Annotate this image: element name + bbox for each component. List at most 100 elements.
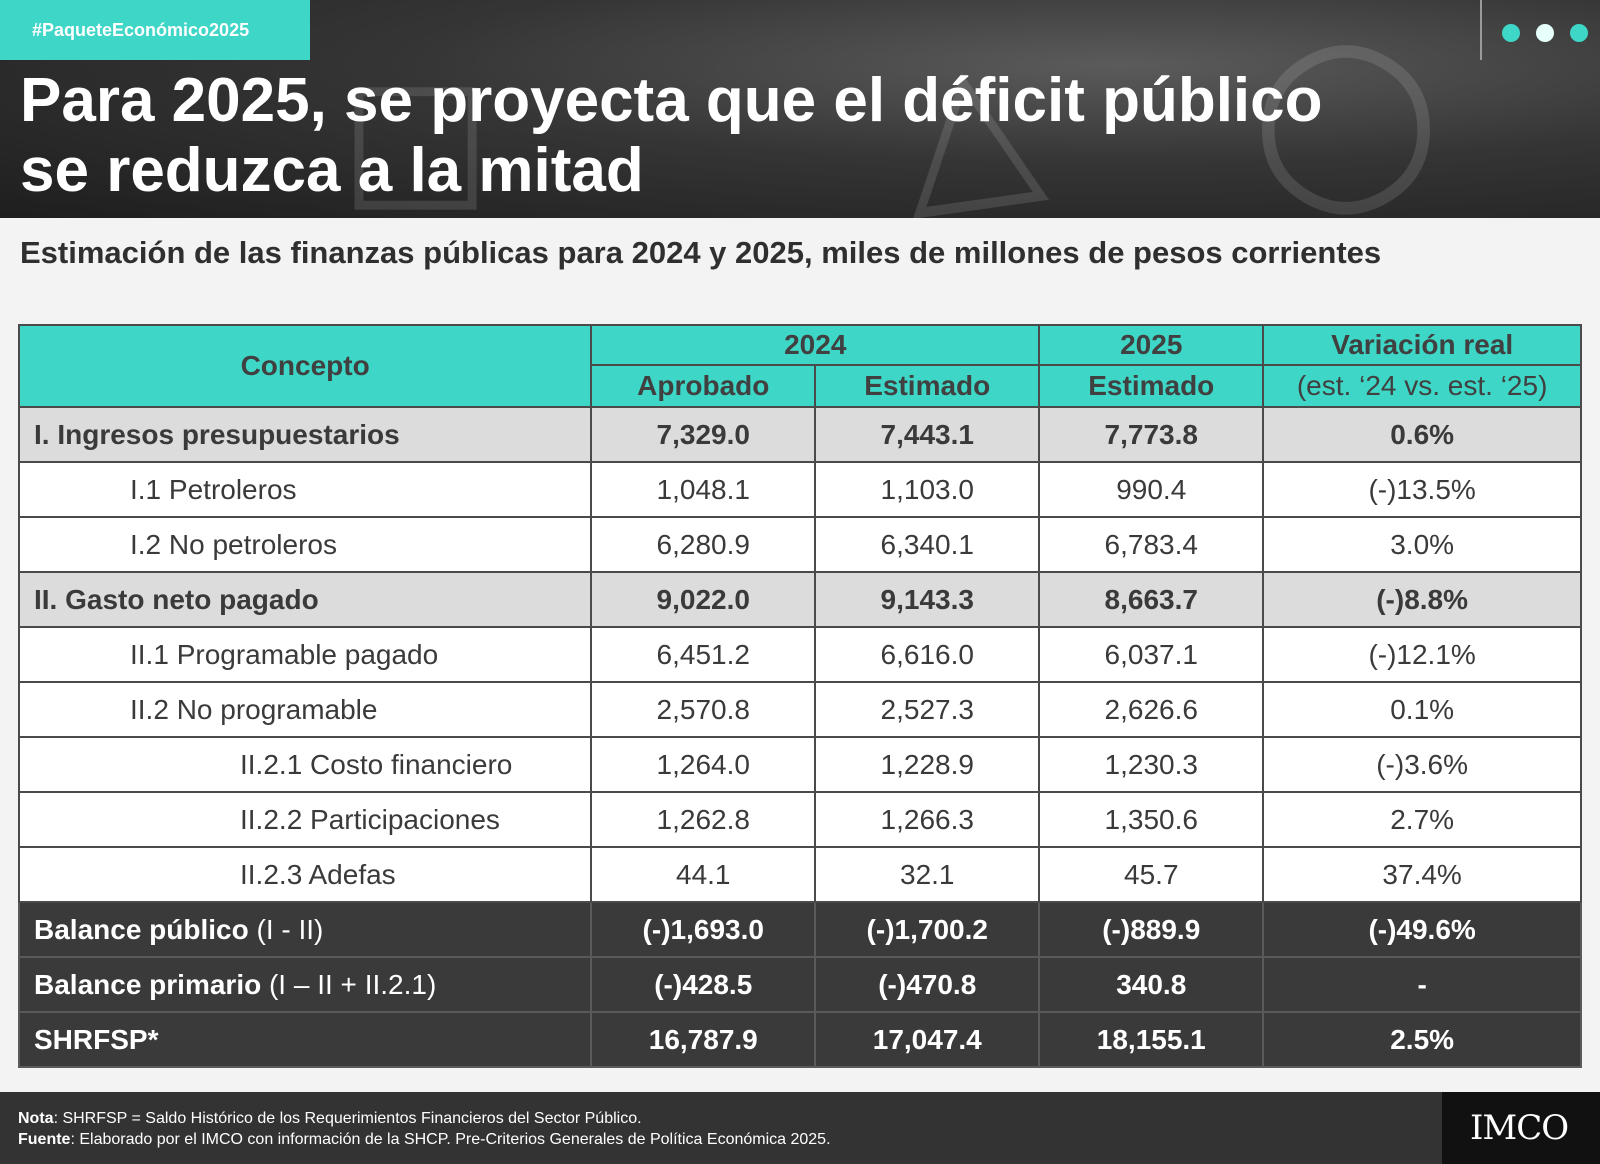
value-aprobado: 1,262.8: [590, 791, 817, 848]
chart-subtitle: Estimación de las finanzas públicas para…: [20, 235, 1382, 270]
value-aprobado: 44.1: [590, 846, 817, 903]
slide-indicator: [1480, 0, 1600, 60]
concept-label: II.2.3 Adefas: [240, 858, 396, 890]
value-estimado-2025: 7,773.8: [1038, 406, 1265, 463]
hashtag-tab: #PaqueteEconómico2025: [0, 0, 310, 60]
concept-label: I.2 No petroleros: [130, 528, 337, 560]
value-variacion: (-)8.8%: [1262, 571, 1582, 628]
table-row: SHRFSP* 16,787.9 17,047.4 18,155.1 2.5%: [17, 1011, 1582, 1068]
table-row: Balance público (I - II) (-)1,693.0 (-)1,7…: [17, 901, 1582, 958]
concept-label: Balance primario: [34, 968, 262, 1000]
title-line-1: Para 2025, se proyecta que el déficit pú…: [20, 66, 1323, 135]
value-estimado-2025: (-)889.9: [1038, 901, 1265, 958]
header-banner: △ ○ □ #PaqueteEconómico2025 Para 2025, s…: [0, 0, 1600, 218]
logo-box: IMCO: [1442, 1092, 1600, 1164]
value-variacion: 0.1%: [1262, 681, 1582, 738]
value-estimado-2025: 6,783.4: [1038, 516, 1265, 573]
value-estimado-2024: (-)1,700.2: [814, 901, 1041, 958]
value-estimado-2024: 1,228.9: [814, 736, 1041, 793]
value-estimado-2025: 45.7: [1038, 846, 1265, 903]
imco-logo: IMCO: [1470, 1108, 1569, 1148]
concept-label: SHRFSP*: [34, 1023, 159, 1055]
concept-cell: II.2.3 Adefas: [17, 846, 593, 903]
note-line: Nota: SHRFSP = Saldo Histórico de los Re…: [18, 1108, 831, 1129]
concept-cell: II. Gasto neto pagado: [17, 571, 593, 628]
value-estimado-2024: 1,266.3: [814, 791, 1041, 848]
table-body: I. Ingresos presupuestarios 7,329.0 7,443.…: [17, 406, 1582, 1068]
slide-dot-3[interactable]: [1570, 24, 1588, 42]
value-estimado-2025: 1,350.6: [1038, 791, 1265, 848]
value-aprobado: 7,329.0: [590, 406, 817, 463]
header-2024: 2024: [590, 324, 1041, 366]
finance-table: Concepto 2024 2025 Variación real Aproba…: [17, 324, 1582, 1068]
value-estimado-2024: (-)470.8: [814, 956, 1041, 1013]
concept-label: II.2.2 Participaciones: [240, 803, 500, 835]
page-title: Para 2025, se proyecta que el déficit pú…: [20, 66, 1540, 206]
value-aprobado: 1,048.1: [590, 461, 817, 518]
value-variacion: (-)49.6%: [1262, 901, 1582, 958]
value-variacion: (-)12.1%: [1262, 626, 1582, 683]
concept-label: II. Gasto neto pagado: [34, 583, 319, 615]
value-estimado-2024: 7,443.1: [814, 406, 1041, 463]
note-text: : SHRFSP = Saldo Histórico de los Requer…: [53, 1110, 642, 1127]
table-row: II. Gasto neto pagado 9,022.0 9,143.3 8,663…: [17, 571, 1582, 628]
value-estimado-2024: 1,103.0: [814, 461, 1041, 518]
background-decoration: ○: [1250, 0, 1442, 218]
concept-label: II.1 Programable pagado: [130, 638, 439, 670]
table-row: I.1 Petroleros 1,048.1 1,103.0 990.4 (-)13.5…: [17, 461, 1582, 518]
header-concepto: Concepto: [17, 324, 593, 408]
value-estimado-2024: 17,047.4: [814, 1011, 1041, 1068]
concept-cell: I.2 No petroleros: [17, 516, 593, 573]
concept-cell: SHRFSP*: [17, 1011, 593, 1068]
table-row: Balance primario (I – II + II.2.1) (-)428…: [17, 956, 1582, 1013]
slide-dot-1[interactable]: [1502, 24, 1520, 42]
value-estimado-2025: 990.4: [1038, 461, 1265, 518]
divider: [1480, 0, 1482, 60]
concept-label: II.2.1 Costo financiero: [240, 748, 513, 780]
value-variacion: 0.6%: [1262, 406, 1582, 463]
table-row: I. Ingresos presupuestarios 7,329.0 7,443.…: [17, 406, 1582, 463]
table-row: II.2 No programable 2,570.8 2,527.3 2,626.6…: [17, 681, 1582, 738]
table-row: II.1 Programable pagado 6,451.2 6,616.0 6,0…: [17, 626, 1582, 683]
concept-label: I.1 Petroleros: [130, 473, 297, 505]
table-row: II.2.2 Participaciones 1,262.8 1,266.3 1,35…: [17, 791, 1582, 848]
value-variacion: -: [1262, 956, 1582, 1013]
table-row: II.2.1 Costo financiero 1,264.0 1,228.9 1,2…: [17, 736, 1582, 793]
header-estimado-2024: Estimado: [814, 364, 1041, 408]
value-aprobado: (-)428.5: [590, 956, 817, 1013]
concept-cell: Balance público (I - II): [17, 901, 593, 958]
slide-dot-2[interactable]: [1536, 24, 1554, 42]
concept-cell: I.1 Petroleros: [17, 461, 593, 518]
background-decoration: □: [340, 40, 492, 218]
value-variacion: 2.7%: [1262, 791, 1582, 848]
concept-cell: I. Ingresos presupuestarios: [17, 406, 593, 463]
footer-notes: Nota: SHRFSP = Saldo Histórico de los Re…: [18, 1108, 831, 1150]
concept-cell: II.2 No programable: [17, 681, 593, 738]
value-variacion: 2.5%: [1262, 1011, 1582, 1068]
header-2025: 2025: [1038, 324, 1265, 366]
header-variacion: Variación real: [1262, 324, 1582, 366]
value-aprobado: 1,264.0: [590, 736, 817, 793]
value-estimado-2025: 1,230.3: [1038, 736, 1265, 793]
finance-table-container: Concepto 2024 2025 Variación real Aproba…: [17, 324, 1582, 1068]
header-variacion-sub: (est. ‘24 vs. est. ‘25): [1262, 364, 1582, 408]
value-estimado-2024: 32.1: [814, 846, 1041, 903]
concept-formula: (I - II): [256, 913, 324, 945]
footer: Nota: SHRFSP = Saldo Histórico de los Re…: [0, 1092, 1600, 1164]
value-estimado-2025: 340.8: [1038, 956, 1265, 1013]
concept-cell: II.1 Programable pagado: [17, 626, 593, 683]
title-line-2: se reduzca a la mitad: [20, 136, 644, 205]
value-estimado-2024: 2,527.3: [814, 681, 1041, 738]
value-aprobado: 16,787.9: [590, 1011, 817, 1068]
value-aprobado: 9,022.0: [590, 571, 817, 628]
value-estimado-2025: 18,155.1: [1038, 1011, 1265, 1068]
value-variacion: 3.0%: [1262, 516, 1582, 573]
value-aprobado: 2,570.8: [590, 681, 817, 738]
value-estimado-2025: 8,663.7: [1038, 571, 1265, 628]
source-line: Fuente: Elaborado por el IMCO con inform…: [18, 1129, 831, 1150]
value-estimado-2024: 9,143.3: [814, 571, 1041, 628]
concept-label: I. Ingresos presupuestarios: [34, 418, 400, 450]
value-variacion: (-)3.6%: [1262, 736, 1582, 793]
source-text: : Elaborado por el IMCO con información …: [70, 1131, 831, 1148]
value-estimado-2025: 2,626.6: [1038, 681, 1265, 738]
